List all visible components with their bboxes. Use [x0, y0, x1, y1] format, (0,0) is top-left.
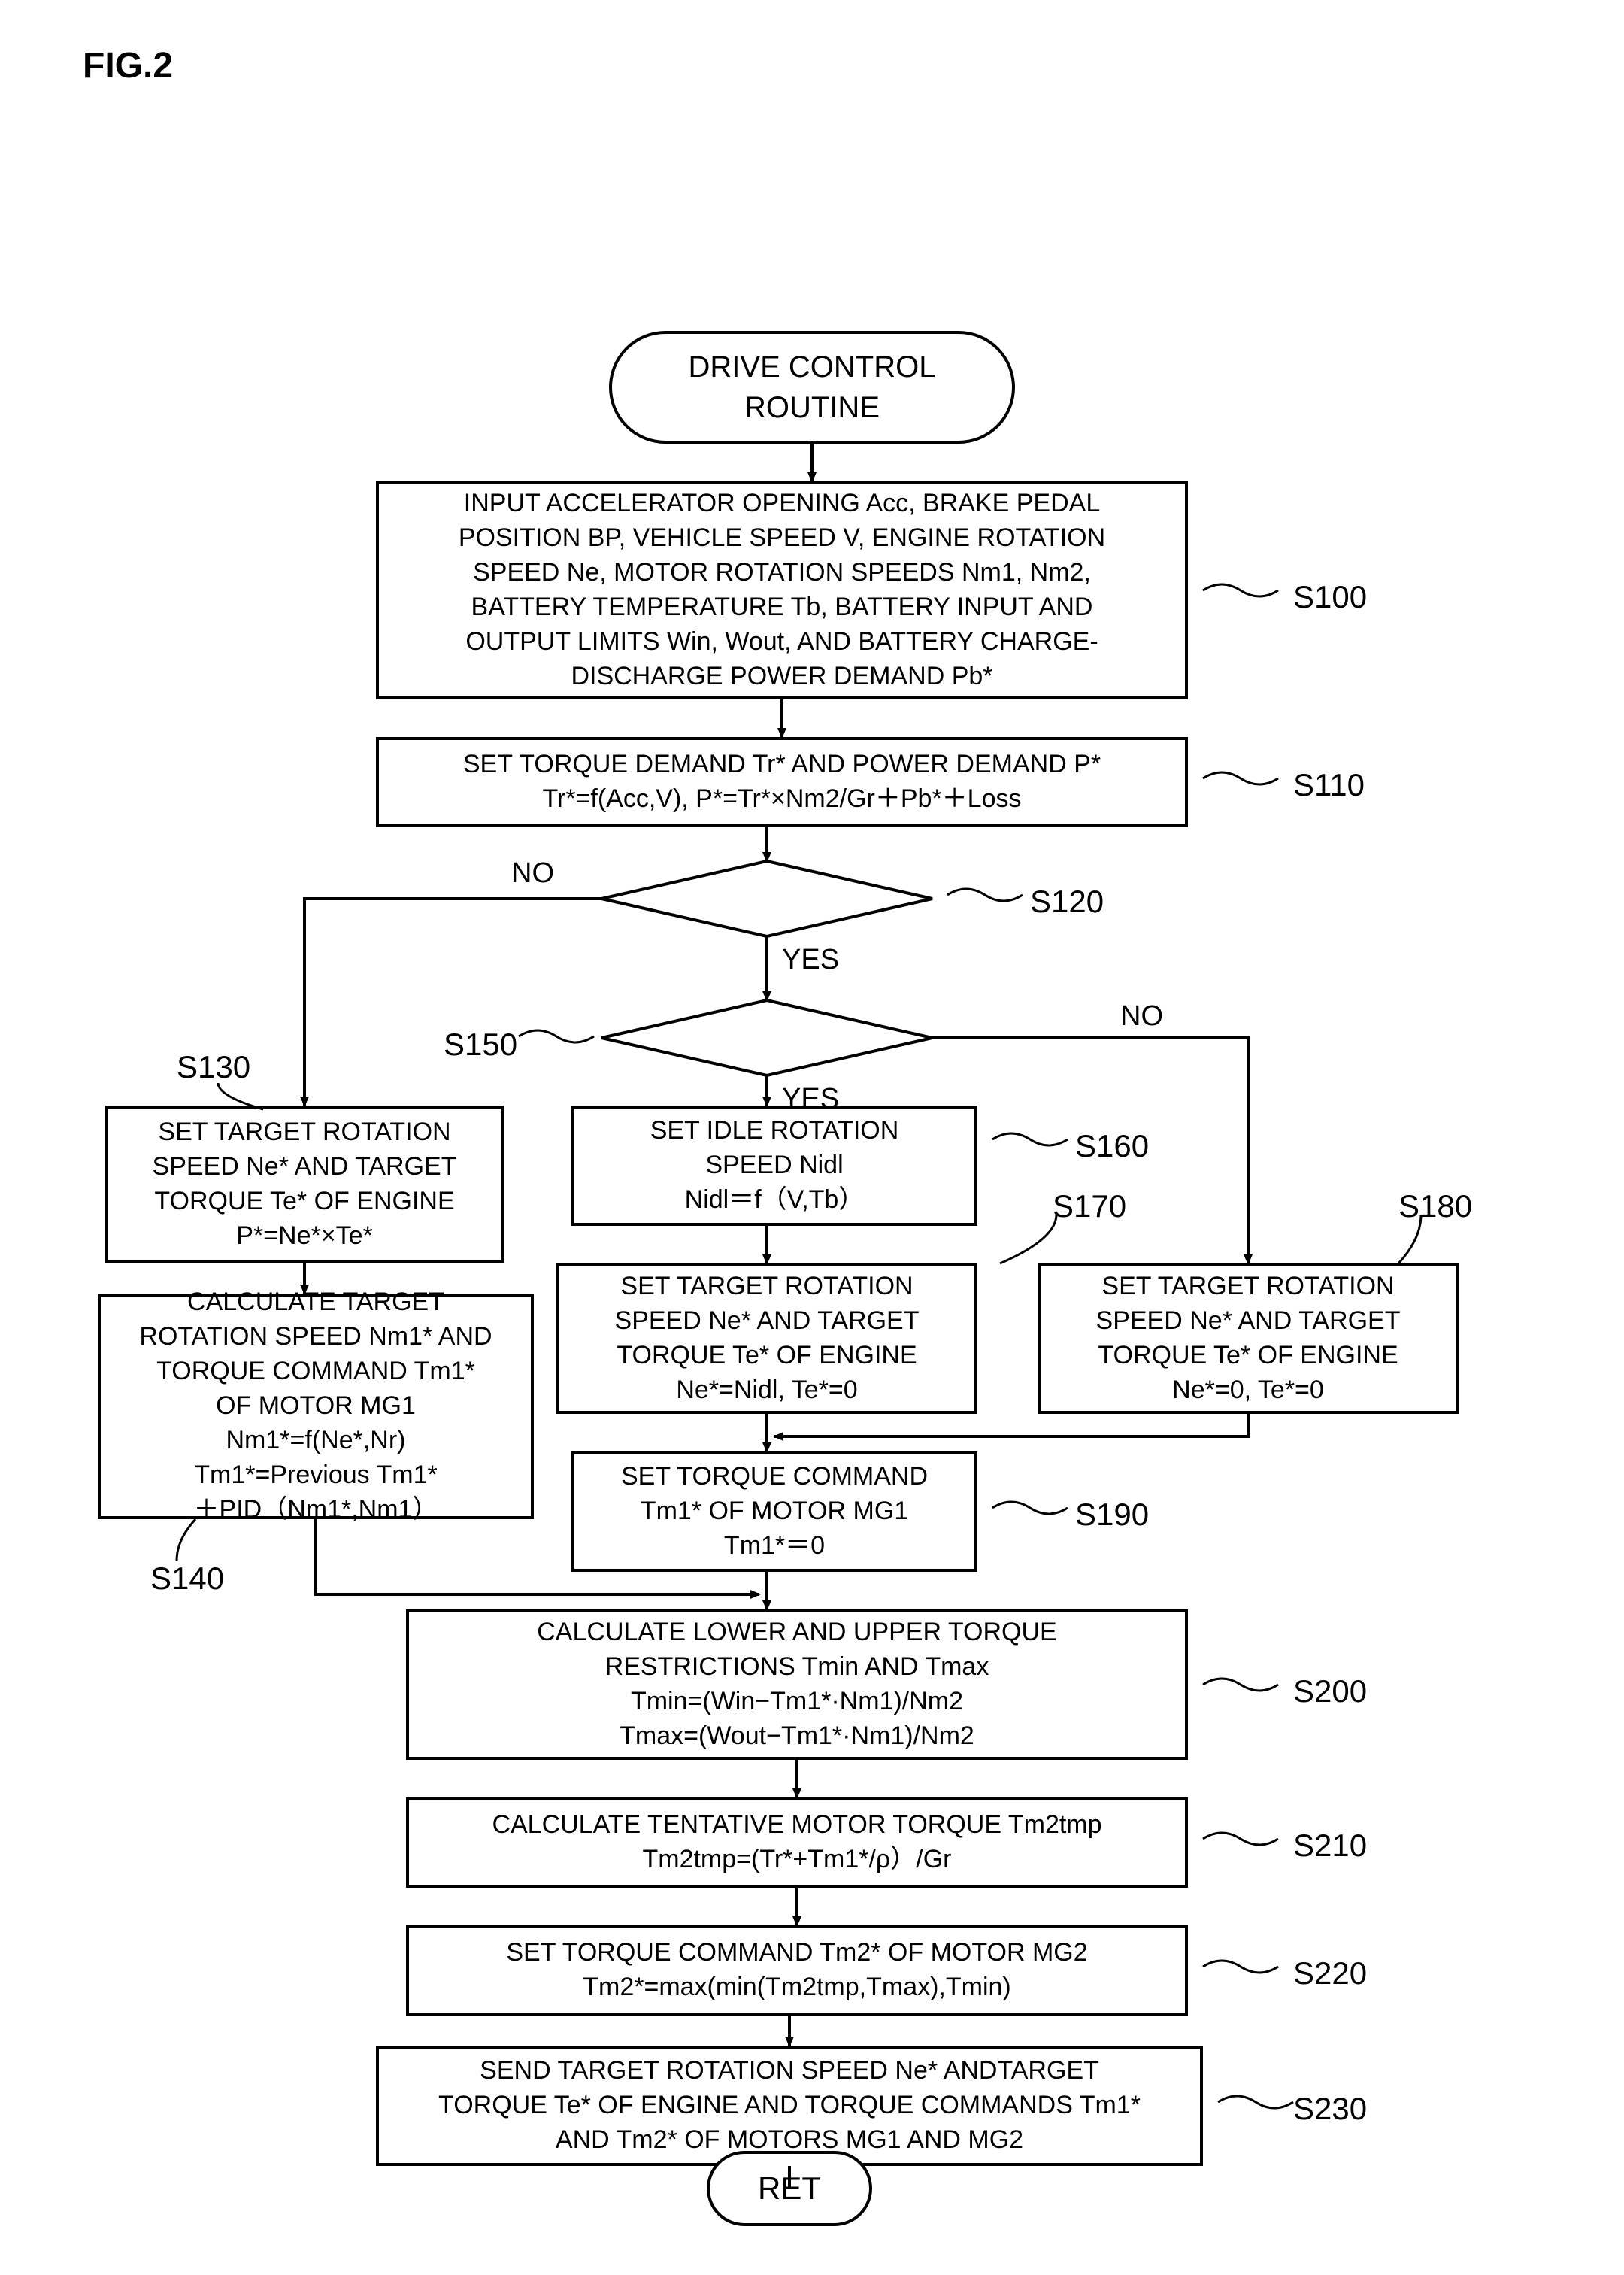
process-line: TORQUE COMMAND Tm1*: [156, 1354, 475, 1389]
process-line: SPEED Ne* AND TARGET: [1096, 1304, 1401, 1339]
tilde-1: [1203, 772, 1278, 784]
edge-label-yes1: YES: [782, 944, 839, 976]
process-line: TORQUE Te* OF ENGINE: [1098, 1339, 1398, 1373]
process-s140_calc: CALCULATE TARGETROTATION SPEED Nm1* ANDT…: [98, 1294, 534, 1519]
process-line: POSITION BP, VEHICLE SPEED V, ENGINE ROT…: [459, 521, 1105, 556]
process-line: ROTATION SPEED Nm1* AND: [139, 1320, 492, 1354]
edge-label-no2: NO: [1120, 1000, 1163, 1033]
tilde-6: [1203, 1679, 1278, 1691]
edge-4: [304, 899, 601, 1106]
step-label-s230: S230: [1293, 2091, 1367, 2127]
edge-9: [774, 1414, 1248, 1436]
process-line: SPEED Ne, MOTOR ROTATION SPEEDS Nm1, Nm2…: [473, 556, 1091, 590]
process-line: TORQUE Te* OF ENGINE: [617, 1339, 917, 1373]
terminator-ret: RET: [707, 2151, 872, 2226]
process-s100: INPUT ACCELERATOR OPENING Acc, BRAKE PED…: [376, 481, 1188, 699]
process-s230: SEND TARGET ROTATION SPEED Ne* ANDTARGET…: [376, 2046, 1203, 2166]
process-line: Nm1*=f(Ne*,Nr): [226, 1424, 406, 1458]
process-line: SET IDLE ROTATION: [650, 1114, 899, 1148]
process-s170: SET TARGET ROTATIONSPEED Ne* AND TARGETT…: [556, 1263, 977, 1414]
tilde-4: [992, 1133, 1068, 1145]
process-s130: SET TARGET ROTATIONSPEED Ne* AND TARGETT…: [105, 1106, 504, 1263]
tilde-2: [947, 889, 1023, 901]
figure-label: FIG.2: [83, 45, 173, 86]
process-line: Tm2tmp=(Tr*+Tm1*/ρ）/Gr: [642, 1843, 951, 1877]
process-line: SET TORQUE COMMAND: [621, 1460, 928, 1494]
process-line: SEND TARGET ROTATION SPEED Ne* ANDTARGET: [480, 2054, 1099, 2088]
process-line: SPEED Ne* AND TARGET: [153, 1150, 457, 1185]
process-line: INPUT ACCELERATOR OPENING Acc, BRAKE PED…: [464, 487, 1100, 521]
process-line: BATTERY TEMPERATURE Tb, BATTERY INPUT AN…: [471, 590, 1093, 625]
process-line: Tm2*=max(min(Tm2tmp,Tmax),Tmin): [583, 1970, 1011, 2005]
step-label-s190: S190: [1075, 1497, 1149, 1533]
process-line: CALCULATE LOWER AND UPPER TORQUE: [537, 1615, 1057, 1650]
process-line: ＋PID（Nm1*,Nm1）: [194, 1493, 438, 1527]
leader-s140_leader: [177, 1519, 195, 1561]
step-label-s170: S170: [1053, 1188, 1126, 1224]
step-label-s180: S180: [1398, 1188, 1472, 1224]
process-line: SET TARGET ROTATION: [158, 1115, 450, 1150]
edge-label-yes2: YES: [782, 1083, 839, 1115]
process-s220: SET TORQUE COMMAND Tm2* OF MOTOR MG2Tm2*…: [406, 1925, 1188, 2016]
process-s160: SET IDLE ROTATIONSPEED NidlNidl＝f（V,Tb）: [571, 1106, 977, 1226]
step-label-s120: S120: [1030, 884, 1104, 920]
tilde-7: [1203, 1833, 1278, 1845]
terminator-start: DRIVE CONTROL ROUTINE: [609, 331, 1015, 444]
process-line: RESTRICTIONS Tmin AND Tmax: [605, 1650, 989, 1685]
process-s180: SET TARGET ROTATIONSPEED Ne* AND TARGETT…: [1038, 1263, 1459, 1414]
process-s200: CALCULATE LOWER AND UPPER TORQUERESTRICT…: [406, 1609, 1188, 1760]
process-line: CALCULATE TARGET: [187, 1285, 444, 1320]
tilde-3: [519, 1030, 594, 1042]
process-line: Nidl＝f（V,Tb）: [685, 1183, 865, 1218]
process-line: Tm1* OF MOTOR MG1: [641, 1494, 908, 1529]
tilde-9: [1218, 2096, 1293, 2108]
step-label-s220: S220: [1293, 1955, 1367, 1991]
process-line: Ne*=0, Te*=0: [1172, 1373, 1324, 1408]
step-label-s130: S130: [177, 1049, 250, 1085]
process-line: Tm1*＝0: [724, 1529, 825, 1564]
process-line: Tmin=(Win−Tm1*·Nm1)/Nm2: [631, 1685, 963, 1719]
leader-s170_leader: [1000, 1215, 1056, 1263]
process-line: P*=Ne*×Te*: [236, 1219, 372, 1254]
process-s210: CALCULATE TENTATIVE MOTOR TORQUE Tm2tmpT…: [406, 1797, 1188, 1888]
step-label-s140: S140: [150, 1561, 224, 1597]
tilde-5: [992, 1502, 1068, 1514]
decision-s120-text: P* ＜Pref?: [669, 884, 865, 923]
process-line: Tr*=f(Acc,V), P*=Tr*×Nm2/Gr＋Pb*＋Loss: [542, 782, 1021, 817]
process-line: OF MOTOR MG1: [216, 1389, 416, 1424]
process-line: TORQUE Te* OF ENGINE AND TORQUE COMMANDS…: [438, 2088, 1141, 2123]
process-line: Ne*=Nidl, Te*=0: [676, 1373, 857, 1408]
process-line: SET TARGET ROTATION: [1101, 1269, 1394, 1304]
process-line: SPEED Ne* AND TARGET: [615, 1304, 920, 1339]
process-line: SPEED Nidl: [705, 1148, 843, 1183]
process-line: SET TORQUE DEMAND Tr* AND POWER DEMAND P…: [463, 748, 1101, 782]
step-label-s150: S150: [444, 1027, 517, 1063]
tilde-0: [1203, 584, 1278, 596]
flowchart-page: FIG.2 DRIVE CONTROL ROUTINE INPUT ACCELE…: [0, 0, 1624, 2275]
process-line: DISCHARGE POWER DEMAND Pb*: [571, 660, 992, 694]
step-label-s210: S210: [1293, 1828, 1367, 1864]
process-line: TORQUE Te* OF ENGINE: [154, 1185, 454, 1219]
step-label-s200: S200: [1293, 1673, 1367, 1709]
terminator-ret-text: RET: [758, 2167, 821, 2210]
process-line: SET TORQUE COMMAND Tm2* OF MOTOR MG2: [506, 1936, 1087, 1970]
terminator-start-text: DRIVE CONTROL ROUTINE: [689, 347, 936, 428]
step-label-s160: S160: [1075, 1128, 1149, 1164]
decision-s150-text: V≧Vref?: [669, 1023, 865, 1054]
edge-label-no1: NO: [511, 857, 554, 890]
process-line: SET TARGET ROTATION: [620, 1269, 913, 1304]
process-line: CALCULATE TENTATIVE MOTOR TORQUE Tm2tmp: [492, 1808, 1101, 1843]
process-line: OUTPUT LIMITS Win, Wout, AND BATTERY CHA…: [465, 625, 1098, 660]
process-s190: SET TORQUE COMMANDTm1* OF MOTOR MG1Tm1*＝…: [571, 1451, 977, 1572]
process-s110: SET TORQUE DEMAND Tr* AND POWER DEMAND P…: [376, 737, 1188, 827]
process-line: Tmax=(Wout−Tm1*·Nm1)/Nm2: [620, 1719, 974, 1754]
step-label-s100: S100: [1293, 579, 1367, 615]
process-line: Tm1*=Previous Tm1*: [194, 1458, 437, 1493]
step-label-s110: S110: [1293, 767, 1365, 803]
tilde-8: [1203, 1961, 1278, 1973]
